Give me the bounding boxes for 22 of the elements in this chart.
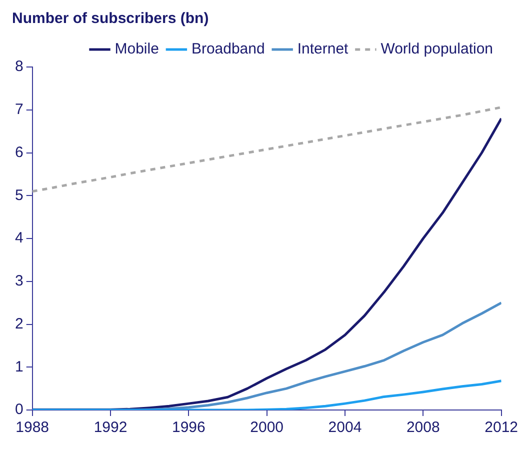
y-tick-label: 2 xyxy=(15,315,24,332)
y-tick-label: 4 xyxy=(15,230,24,247)
y-tick-label: 7 xyxy=(15,101,24,118)
legend-label: World population xyxy=(380,40,493,58)
y-tick-label: 5 xyxy=(15,186,24,204)
line-series xyxy=(32,106,502,193)
x-tick-label: 2004 xyxy=(328,419,362,436)
x-tick-label: 1996 xyxy=(172,419,206,436)
x-tick-label: 1992 xyxy=(94,419,128,436)
y-tick-label: 1 xyxy=(15,358,24,376)
chart-title: Number of subscribers (bn) xyxy=(12,10,209,28)
y-tick-label: 8 xyxy=(15,58,24,76)
y-tick-label: 6 xyxy=(15,144,24,161)
y-tick-label: 0 xyxy=(15,401,24,418)
legend-label: Broadband xyxy=(191,40,265,58)
x-tick-label: 1988 xyxy=(16,419,50,436)
x-tick-label: 2008 xyxy=(406,419,440,436)
legend-label: Internet xyxy=(297,40,350,58)
legend-label: Mobile xyxy=(114,40,159,58)
y-tick-label: 3 xyxy=(15,272,24,290)
x-tick-label: 2000 xyxy=(250,419,284,436)
x-tick-label: 2012 xyxy=(484,419,518,436)
